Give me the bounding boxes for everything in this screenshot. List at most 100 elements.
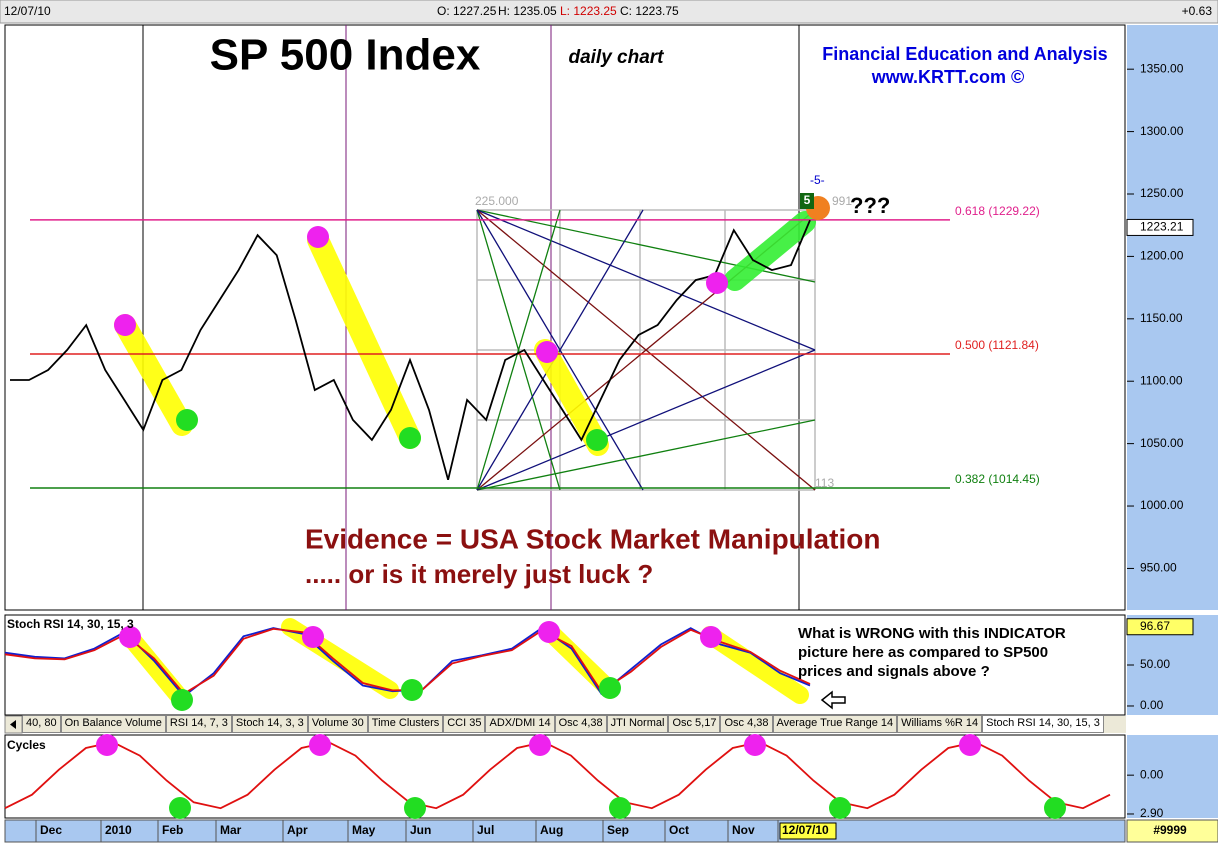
buy-dot — [176, 409, 198, 431]
gann-label: 113 — [815, 476, 834, 490]
highlight — [114, 314, 193, 436]
series-line — [4, 741, 1111, 810]
highlight — [307, 229, 421, 449]
tab[interactable]: Stoch 14, 3, 3 — [231, 716, 308, 733]
header-change: +0.63 — [1182, 4, 1213, 18]
tab[interactable]: Stoch RSI 14, 30, 15, 3 — [982, 716, 1104, 733]
annotation: ..... or is it merely just luck ? — [305, 559, 653, 589]
gann-label: 225.000 — [475, 194, 519, 208]
y-tick-label: 1200.00 — [1140, 249, 1184, 263]
wave-box — [800, 193, 814, 209]
highlight — [724, 211, 816, 291]
cycles-panel — [4, 734, 1126, 819]
sell-dot — [744, 734, 766, 756]
panel-title: Cycles — [7, 738, 46, 752]
tab[interactable]: On Balance Volume — [60, 716, 166, 733]
time-axis-bar — [4, 819, 1126, 843]
x-tick-label: Jun — [410, 823, 431, 837]
sell-dot — [700, 626, 722, 648]
note: picture here as compared to SP500 — [798, 644, 1048, 661]
tab[interactable]: Average True Range 14 — [772, 716, 898, 733]
sell-dot — [96, 734, 118, 756]
buy-dot — [401, 679, 423, 701]
signal-dots — [96, 196, 1066, 819]
series-line — [10, 219, 811, 481]
tab[interactable]: Volume 30 — [307, 716, 368, 733]
fan-line — [476, 209, 561, 491]
level-label: 0.382 (1014.45) — [955, 472, 1040, 486]
buy-dot — [829, 797, 851, 819]
sell-dot — [309, 734, 331, 756]
fan-line — [476, 209, 644, 491]
y-tick-label: 50.00 — [1140, 657, 1170, 671]
tab[interactable]: Osc 4,38 — [554, 716, 607, 733]
fan-line — [476, 209, 816, 351]
y-tick-label: 0.00 — [1140, 698, 1164, 712]
y-tick-label: 1050.00 — [1140, 436, 1184, 450]
chart-title: SP 500 Index — [210, 31, 481, 80]
header-open: O: 1227.25 — [437, 4, 497, 18]
fan-line — [476, 419, 816, 491]
x-tick-label: Oct — [669, 823, 689, 837]
header-low: L: 1223.25 — [560, 4, 617, 18]
tab[interactable]: CCI 35 — [443, 716, 486, 733]
x-tick-label: May — [352, 823, 376, 837]
header-date: 12/07/10 — [4, 4, 51, 18]
header-high: H: 1235.05 — [498, 4, 557, 18]
symbol-box — [1126, 819, 1218, 843]
level-label: 0.618 (1229.22) — [955, 204, 1040, 218]
tab-scroll-icon — [10, 720, 16, 729]
last-value-box — [1126, 618, 1194, 636]
y-tick-label: 0.00 — [1140, 767, 1164, 781]
sell-dot — [119, 626, 141, 648]
y-tick-label: 1150.00 — [1140, 311, 1183, 325]
brand-url: www.KRTT.com © — [871, 67, 1025, 87]
highlight — [121, 628, 191, 709]
note: What is WRONG with this INDICATOR — [798, 625, 1066, 642]
arrow — [820, 690, 846, 710]
price-axis-panel — [1127, 25, 1218, 610]
x-tick-label: Nov — [732, 823, 755, 837]
note: prices and signals above ? — [798, 663, 990, 680]
x-tick-label: Mar — [220, 823, 242, 837]
symbol: #9999 — [1153, 823, 1187, 837]
sell-dot — [529, 734, 551, 756]
buy-dot — [404, 797, 426, 819]
fan-line — [476, 349, 816, 491]
tab[interactable]: 40, 80 — [22, 716, 61, 733]
header-close: C: 1223.75 — [620, 4, 679, 18]
x-tick-label: Apr — [287, 823, 308, 837]
annotation: Evidence = USA Stock Market Manipulation — [305, 523, 880, 554]
brand: Financial Education and Analysis — [822, 44, 1107, 64]
sell-dot — [959, 734, 981, 756]
x-tick-label: Dec — [40, 823, 62, 837]
x-tick-label: Aug — [540, 823, 563, 837]
buy-dot — [609, 797, 631, 819]
wave-label: 5 — [804, 193, 811, 207]
last-value: 1223.21 — [1140, 220, 1184, 234]
current-date-box — [779, 822, 837, 840]
cycles-axis-panel — [1127, 735, 1218, 818]
y-tick-label: 2.90 — [1140, 806, 1164, 820]
highlight — [534, 339, 609, 456]
sell-dot — [302, 626, 324, 648]
header-bar — [0, 0, 1218, 24]
buy-dot — [1044, 797, 1066, 819]
x-tick-label: Sep — [607, 823, 629, 837]
sell-dot — [307, 226, 329, 248]
y-tick-label: 1000.00 — [1140, 498, 1184, 512]
tab[interactable]: Time Clusters — [367, 716, 444, 733]
last-value-box — [1126, 218, 1194, 236]
level-label: 0.500 (1121.84) — [955, 338, 1039, 352]
tab[interactable]: Osc 4,38 — [720, 716, 773, 733]
tab[interactable]: ADX/DMI 14 — [485, 716, 555, 733]
tab[interactable]: RSI 14, 7, 3 — [165, 716, 232, 733]
sell-dot — [114, 314, 136, 336]
tab[interactable]: Osc 5,17 — [668, 716, 721, 733]
tab[interactable]: Williams %R 14 — [897, 716, 983, 733]
y-tick-label: 950.00 — [1140, 561, 1177, 575]
y-tick-label: 1100.00 — [1140, 373, 1183, 387]
tab[interactable]: JTI Normal — [606, 716, 669, 733]
